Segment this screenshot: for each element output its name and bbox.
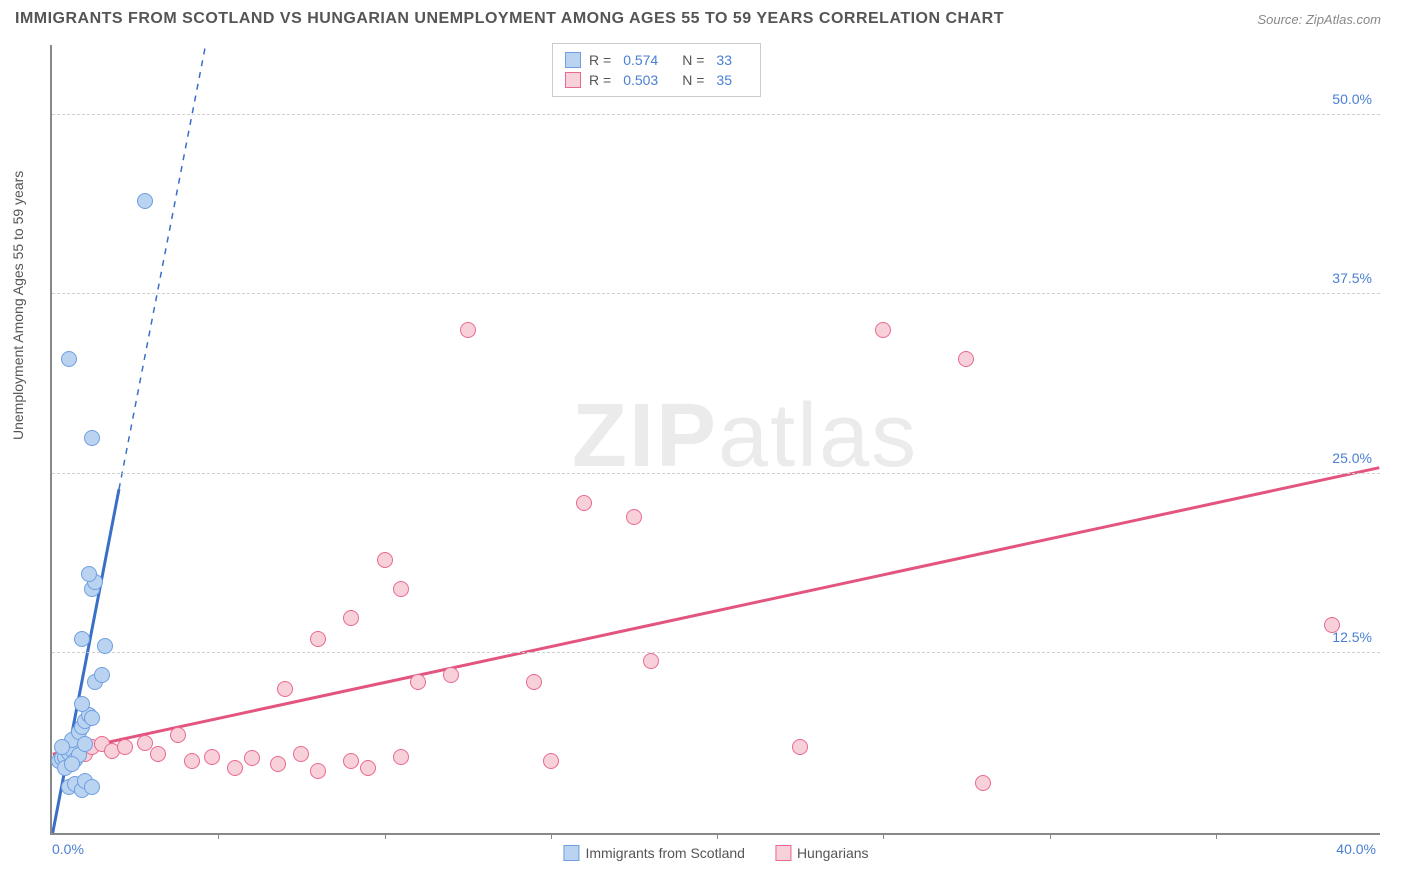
stats-legend: R = 0.574 N = 33 R = 0.503 N = 35 (552, 43, 761, 97)
data-point (377, 552, 393, 568)
legend-swatch-0b (563, 845, 579, 861)
data-point (94, 667, 110, 683)
y-tick-label: 25.0% (1332, 450, 1372, 466)
r-value-1: 0.503 (623, 72, 658, 88)
stats-row-series-1: R = 0.503 N = 35 (565, 70, 748, 90)
data-point (74, 631, 90, 647)
watermark-zip: ZIP (572, 386, 718, 486)
data-point (958, 351, 974, 367)
gridline-h (52, 293, 1380, 294)
n-label: N = (682, 72, 704, 88)
data-point (792, 739, 808, 755)
data-point (443, 667, 459, 683)
x-tick-mark (717, 833, 718, 839)
data-point (343, 610, 359, 626)
data-point (137, 193, 153, 209)
data-point (293, 746, 309, 762)
data-point (393, 749, 409, 765)
plot-area: ZIPatlas R = 0.574 N = 33 R = 0.503 N = … (50, 45, 1380, 835)
data-point (875, 322, 891, 338)
gridline-h (52, 114, 1380, 115)
legend-item-0: Immigrants from Scotland (563, 845, 745, 861)
y-tick-label: 12.5% (1332, 629, 1372, 645)
data-point (393, 581, 409, 597)
series-legend: Immigrants from Scotland Hungarians (563, 845, 868, 861)
n-value-0: 33 (716, 52, 732, 68)
data-point (310, 763, 326, 779)
data-point (227, 760, 243, 776)
data-point (460, 322, 476, 338)
data-point (643, 653, 659, 669)
legend-swatch-1b (775, 845, 791, 861)
legend-swatch-1 (565, 72, 581, 88)
data-point (310, 631, 326, 647)
data-point (84, 710, 100, 726)
chart-title: IMMIGRANTS FROM SCOTLAND VS HUNGARIAN UN… (15, 10, 1004, 28)
data-point (84, 430, 100, 446)
n-label: N = (682, 52, 704, 68)
y-axis-label: Unemployment Among Ages 55 to 59 years (10, 171, 26, 440)
data-point (170, 727, 186, 743)
x-tick-mark (883, 833, 884, 839)
n-value-1: 35 (716, 72, 732, 88)
data-point (360, 760, 376, 776)
r-label: R = (589, 52, 611, 68)
legend-item-1: Hungarians (775, 845, 869, 861)
x-tick-label: 40.0% (1336, 841, 1376, 857)
data-point (576, 495, 592, 511)
data-point (150, 746, 166, 762)
data-point (204, 749, 220, 765)
gridline-h (52, 473, 1380, 474)
data-point (81, 566, 97, 582)
data-point (626, 509, 642, 525)
gridline-h (52, 652, 1380, 653)
data-point (410, 674, 426, 690)
legend-swatch-0 (565, 52, 581, 68)
data-point (975, 775, 991, 791)
data-point (77, 736, 93, 752)
data-point (244, 750, 260, 766)
data-point (61, 351, 77, 367)
data-point (277, 681, 293, 697)
data-point (1324, 617, 1340, 633)
x-tick-mark (218, 833, 219, 839)
x-tick-mark (1050, 833, 1051, 839)
data-point (526, 674, 542, 690)
trend-lines-layer (52, 45, 1380, 833)
legend-label-1: Hungarians (797, 845, 869, 861)
data-point (543, 753, 559, 769)
data-point (343, 753, 359, 769)
data-point (74, 696, 90, 712)
data-point (270, 756, 286, 772)
r-label: R = (589, 72, 611, 88)
data-point (54, 739, 70, 755)
data-point (184, 753, 200, 769)
stats-row-series-0: R = 0.574 N = 33 (565, 50, 748, 70)
x-tick-label: 0.0% (52, 841, 84, 857)
y-tick-label: 50.0% (1332, 91, 1372, 107)
data-point (137, 735, 153, 751)
data-point (117, 739, 133, 755)
r-value-0: 0.574 (623, 52, 658, 68)
legend-label-0: Immigrants from Scotland (585, 845, 745, 861)
data-point (97, 638, 113, 654)
x-tick-mark (1216, 833, 1217, 839)
data-point (64, 756, 80, 772)
y-tick-label: 37.5% (1332, 270, 1372, 286)
source-attribution: Source: ZipAtlas.com (1257, 12, 1381, 27)
watermark-atlas: atlas (718, 386, 918, 486)
data-point (84, 779, 100, 795)
x-tick-mark (385, 833, 386, 839)
x-tick-mark (551, 833, 552, 839)
